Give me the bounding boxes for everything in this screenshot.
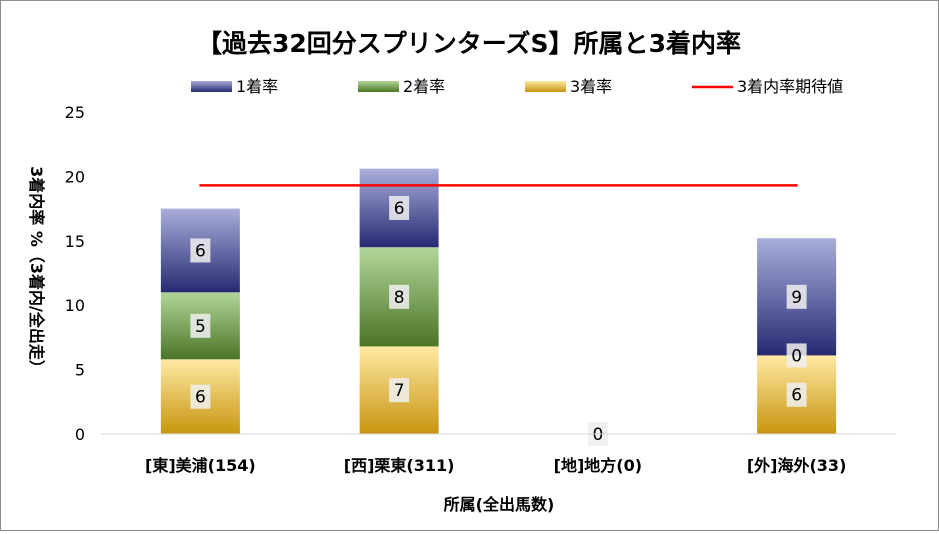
data-label-box: [389, 378, 410, 403]
legend-label: 2着率: [403, 77, 445, 96]
y-axis-ticks: 0 5 10 15 20 25: [65, 103, 85, 444]
y-axis-label: 3着内率 %（3着内/全出走）: [27, 166, 46, 376]
data-label: 6: [195, 388, 206, 408]
data-label: 9: [791, 288, 802, 308]
legend-swatch: [525, 81, 566, 92]
legend-label: 3着率: [570, 77, 612, 96]
x-axis-label: 所属(全出馬数): [444, 495, 555, 514]
y-tick-label: 15: [65, 232, 85, 251]
data-label-box: [786, 284, 807, 309]
data-label-box: [190, 238, 211, 263]
data-label: 7: [394, 381, 405, 401]
chart-title: 【過去32回分スプリンターズS】所属と3着内率: [197, 29, 741, 58]
legend-swatch: [358, 81, 399, 92]
data-label: 0: [791, 346, 802, 366]
data-label-box: [389, 284, 410, 309]
x-tick-label: [東]美浦(154): [145, 456, 256, 475]
data-label: 0: [592, 425, 603, 445]
legend-label: 1着率: [236, 77, 278, 96]
data-label-box: [786, 343, 807, 368]
legend-label: 3着内率期待値: [737, 77, 843, 96]
bars: [160, 168, 837, 434]
y-tick-label: 25: [65, 103, 85, 122]
data-label: 6: [791, 386, 802, 406]
y-tick-label: 0: [75, 425, 85, 444]
data-label: 5: [195, 317, 206, 337]
x-tick-label: [西]栗東(311): [344, 456, 455, 475]
data-label-box: [190, 384, 211, 409]
data-label-box: [389, 195, 410, 220]
y-tick-label: 10: [65, 296, 85, 315]
y-tick-label: 5: [75, 361, 85, 380]
data-label: 6: [394, 199, 405, 219]
data-label: 6: [195, 241, 206, 261]
data-label-box: [190, 313, 211, 338]
x-tick-label: [地]地方(0): [554, 456, 642, 475]
data-label-box: [786, 382, 807, 407]
legend: 1着率 2着率 3着率 3着内率期待値: [191, 77, 843, 96]
x-axis-ticks: [東]美浦(154) [西]栗東(311) [地]地方(0) [外]海外(33): [145, 456, 846, 475]
bar-labels: 6 5 6 7 8 6 0 6 0 9: [190, 195, 807, 446]
x-tick-label: [外]海外(33): [747, 456, 847, 475]
data-label: 8: [394, 288, 405, 308]
y-tick-label: 20: [65, 167, 85, 186]
legend-swatch: [191, 81, 232, 92]
